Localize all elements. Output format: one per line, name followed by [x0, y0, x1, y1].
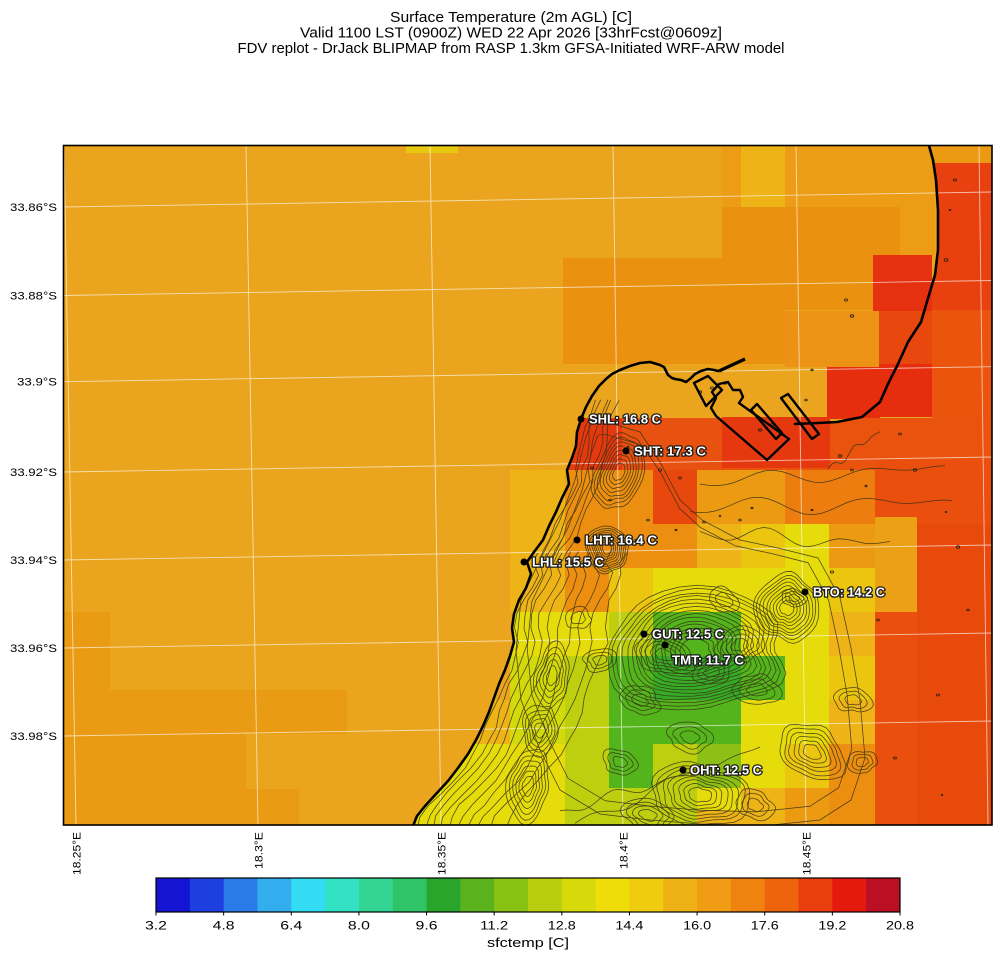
svg-text:11.2: 11.2 — [480, 921, 508, 933]
svg-text:18.35°E: 18.35°E — [437, 832, 449, 875]
svg-text:12.8: 12.8 — [548, 921, 576, 933]
svg-text:LHL: 15.5 C: LHL: 15.5 C — [532, 555, 605, 570]
svg-text:9.6: 9.6 — [416, 921, 438, 933]
svg-text:8.0: 8.0 — [348, 921, 370, 933]
svg-text:SHT: 17.3 C: SHT: 17.3 C — [634, 444, 707, 459]
svg-text:sfctemp [C]: sfctemp [C] — [487, 936, 569, 950]
svg-text:BTO: 14.2 C: BTO: 14.2 C — [813, 585, 886, 600]
svg-text:33.86°S: 33.86°S — [10, 202, 57, 214]
svg-text:33.88°S: 33.88°S — [10, 290, 57, 302]
svg-text:33.96°S: 33.96°S — [10, 643, 57, 655]
svg-text:Surface Temperature (2m AGL) [: Surface Temperature (2m AGL) [C] — [390, 9, 632, 26]
svg-text:OHT: 12.5 C: OHT: 12.5 C — [690, 763, 763, 778]
svg-text:3.2: 3.2 — [145, 921, 167, 933]
svg-text:TMT: 11.7 C: TMT: 11.7 C — [672, 653, 745, 668]
svg-text:FDV replot - DrJack BLIPMAP fr: FDV replot - DrJack BLIPMAP from RASP 1.… — [238, 40, 785, 57]
svg-text:Valid 1100 LST (0900Z) WED 22: Valid 1100 LST (0900Z) WED 22 Apr 2026 [… — [300, 25, 722, 42]
svg-text:17.6: 17.6 — [751, 921, 779, 933]
svg-text:LHT: 16.4 C: LHT: 16.4 C — [585, 533, 658, 548]
svg-text:18.25°E: 18.25°E — [72, 832, 84, 875]
svg-text:33.92°S: 33.92°S — [10, 467, 57, 479]
svg-text:18.3°E: 18.3°E — [254, 832, 266, 869]
svg-text:33.9°S: 33.9°S — [17, 377, 57, 389]
svg-text:33.94°S: 33.94°S — [10, 555, 57, 567]
svg-text:18.45°E: 18.45°E — [802, 832, 814, 875]
svg-text:19.2: 19.2 — [818, 921, 846, 933]
svg-text:6.4: 6.4 — [280, 921, 303, 933]
svg-text:20.8: 20.8 — [886, 921, 914, 933]
svg-text:SHL: 16.8 C: SHL: 16.8 C — [589, 412, 662, 427]
svg-text:GUT: 12.5 C: GUT: 12.5 C — [652, 627, 725, 642]
svg-text:14.4: 14.4 — [615, 921, 644, 933]
svg-text:33.98°S: 33.98°S — [10, 731, 57, 743]
svg-text:4.8: 4.8 — [213, 921, 235, 933]
svg-text:16.0: 16.0 — [683, 921, 711, 933]
svg-text:18.4°E: 18.4°E — [619, 832, 631, 869]
